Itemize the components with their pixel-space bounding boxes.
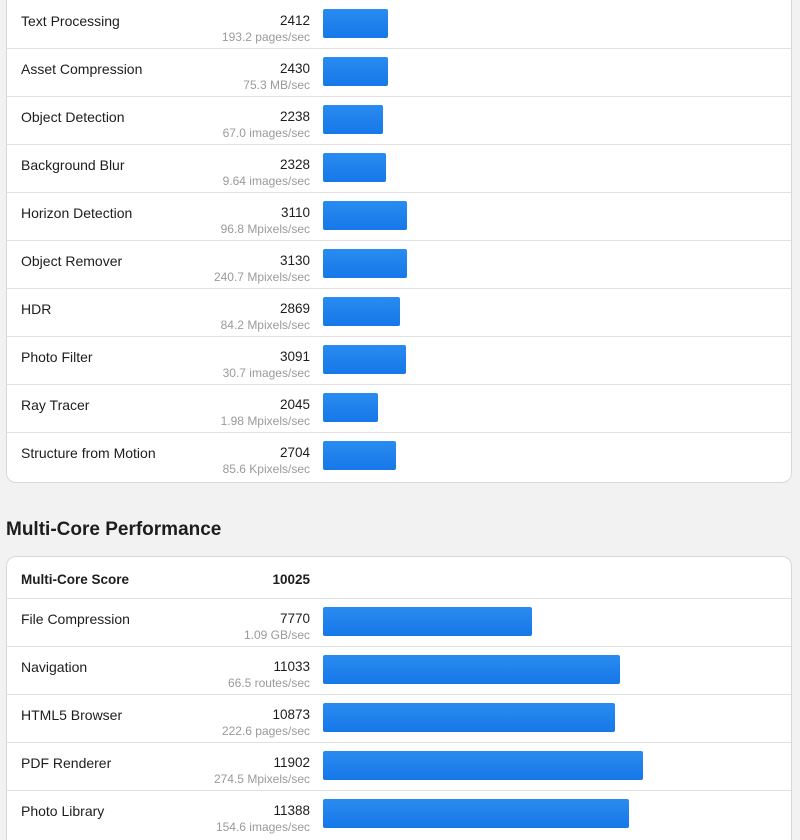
benchmark-score-bar [323,751,643,780]
benchmark-name: HDR [21,301,52,317]
single-core-rows: Text Processing 2412 193.2 pages/sec Asset … [7,1,791,481]
benchmark-score: 7770 [279,611,310,626]
benchmark-score: 11033 [273,659,310,674]
benchmark-score-bar [323,607,532,636]
benchmark-row: File Compression 7770 1.09 GB/sec [7,599,791,647]
multi-core-score-value: 10025 [272,572,310,587]
benchmark-throughput: 75.3 MB/sec [243,78,310,92]
benchmark-score: 2412 [279,13,310,28]
benchmark-score-bar [323,105,383,134]
benchmark-name: Structure from Motion [21,445,156,461]
benchmark-row: Photo Filter 3091 30.7 images/sec [7,337,791,385]
benchmark-name: HTML5 Browser [21,707,123,723]
benchmark-row: PDF Renderer 11902 274.5 Mpixels/sec [7,743,791,791]
benchmark-name: Photo Filter [21,349,93,365]
benchmark-name: Background Blur [21,157,125,173]
multi-core-score-row: Multi-Core Score 10025 [7,557,791,599]
benchmark-score: 2238 [279,109,310,124]
benchmark-throughput: 154.6 images/sec [215,820,310,834]
benchmark-row: Background Blur 2328 9.64 images/sec [7,145,791,193]
benchmark-row: HTML5 Browser 10873 222.6 pages/sec [7,695,791,743]
benchmark-score-bar [323,703,615,732]
benchmark-score-bar [323,393,378,422]
benchmark-name: PDF Renderer [21,755,112,771]
benchmark-name: Object Detection [21,109,125,125]
benchmark-throughput: 9.64 images/sec [222,174,310,188]
benchmark-throughput: 84.2 Mpixels/sec [220,318,310,332]
benchmark-row: Asset Compression 2430 75.3 MB/sec [7,49,791,97]
benchmark-score-bar [323,57,388,86]
benchmark-score: 2328 [279,157,310,172]
benchmark-name: Horizon Detection [21,205,133,221]
benchmark-score: 2430 [279,61,310,76]
benchmark-score: 10873 [272,707,310,722]
benchmark-row: Structure from Motion 2704 85.6 Kpixels/se… [7,433,791,481]
benchmark-name: File Compression [21,611,130,627]
benchmark-score-bar [323,345,406,374]
benchmark-score: 3130 [279,253,310,268]
benchmark-score-bar [323,201,407,230]
benchmark-name: Object Remover [21,253,123,269]
benchmark-score-bar [323,297,400,326]
benchmark-score: 3091 [279,349,310,364]
benchmark-score: 2704 [279,445,310,460]
multi-core-results-card: Multi-Core Score 10025 File Compression 7… [6,556,792,840]
multi-core-section-title: Multi-Core Performance [6,519,222,540]
benchmark-throughput: 30.7 images/sec [222,366,310,380]
benchmark-row: Ray Tracer 2045 1.98 Mpixels/sec [7,385,791,433]
benchmark-throughput: 85.6 Kpixels/sec [222,462,310,476]
benchmark-throughput: 240.7 Mpixels/sec [213,270,310,284]
benchmark-score: 3110 [280,205,310,220]
benchmark-score-bar [323,249,407,278]
benchmark-throughput: 66.5 routes/sec [227,676,310,690]
benchmark-throughput: 67.0 images/sec [222,126,310,140]
multi-core-score-label: Multi-Core Score [21,572,130,587]
benchmark-throughput: 193.2 pages/sec [221,30,310,44]
benchmark-throughput: 1.09 GB/sec [243,628,310,642]
benchmark-row: Text Processing 2412 193.2 pages/sec [7,1,791,49]
benchmark-throughput: 1.98 Mpixels/sec [220,414,310,428]
benchmark-row: HDR 2869 84.2 Mpixels/sec [7,289,791,337]
benchmark-score: 2045 [279,397,310,412]
benchmark-row: Navigation 11033 66.5 routes/sec [7,647,791,695]
single-core-results-card: Text Processing 2412 193.2 pages/sec Asset … [6,0,792,483]
benchmark-score-bar [323,799,629,828]
benchmark-row: Photo Library 11388 154.6 images/sec [7,791,791,839]
benchmark-name: Navigation [21,659,88,675]
multi-core-rows: File Compression 7770 1.09 GB/sec Navigatio… [7,599,791,839]
benchmark-score: 11902 [273,755,310,770]
benchmark-score-bar [323,153,386,182]
benchmark-name: Asset Compression [21,61,143,77]
benchmark-row: Object Remover 3130 240.7 Mpixels/sec [7,241,791,289]
benchmark-score: 2869 [279,301,310,316]
benchmark-name: Ray Tracer [21,397,90,413]
benchmark-throughput: 222.6 pages/sec [221,724,310,738]
benchmark-name: Photo Library [21,803,105,819]
benchmark-throughput: 274.5 Mpixels/sec [213,772,310,786]
benchmark-score-bar [323,655,620,684]
benchmark-score: 11388 [273,803,310,818]
benchmark-name: Text Processing [21,13,120,29]
benchmark-row: Object Detection 2238 67.0 images/sec [7,97,791,145]
benchmark-row: Horizon Detection 3110 96.8 Mpixels/sec [7,193,791,241]
benchmark-score-bar [323,441,396,470]
benchmark-throughput: 96.8 Mpixels/sec [220,222,310,236]
benchmark-score-bar [323,9,388,38]
